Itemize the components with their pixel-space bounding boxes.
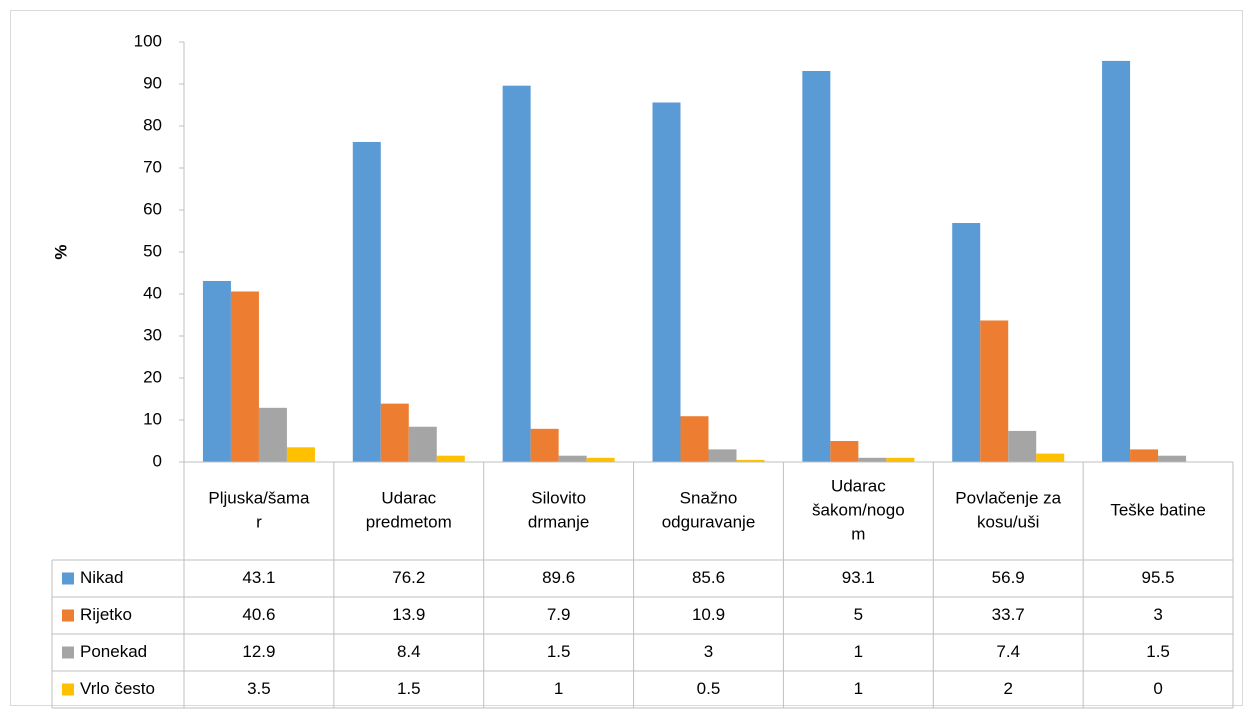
legend-label: Rijetko bbox=[80, 605, 132, 624]
table-cell-value: 40.6 bbox=[242, 605, 275, 624]
table-cell-value: 0 bbox=[1153, 679, 1162, 698]
bar-ponekad-4 bbox=[858, 457, 887, 462]
legend-swatch-vrlo-često bbox=[62, 683, 74, 696]
bar-ponekad-0 bbox=[258, 407, 287, 462]
y-tick-label: 40 bbox=[143, 283, 162, 302]
table-cell-value: 93.1 bbox=[842, 568, 875, 587]
table-cell-value: 3 bbox=[704, 642, 713, 661]
category-label: drmanje bbox=[528, 512, 589, 531]
bar-ponekad-3 bbox=[708, 449, 737, 462]
y-tick-label: 60 bbox=[143, 199, 162, 218]
category-label: m bbox=[851, 524, 865, 543]
table-cell-value: 33.7 bbox=[992, 605, 1025, 624]
bar-rijetko-4 bbox=[830, 441, 859, 462]
bar-nikad-3 bbox=[652, 102, 681, 462]
table-cell-value: 76.2 bbox=[392, 568, 425, 587]
bar-ponekad-1 bbox=[408, 426, 437, 462]
bar-ponekad-2 bbox=[558, 455, 587, 462]
legend-swatch-rijetko bbox=[62, 609, 74, 622]
category-label: Teške batine bbox=[1110, 500, 1205, 519]
bar-vrlo-često-4 bbox=[886, 457, 915, 462]
legend-label: Nikad bbox=[80, 568, 123, 587]
legend-label: Vrlo često bbox=[80, 679, 155, 698]
bar-vrlo-često-5 bbox=[1036, 453, 1065, 462]
bar-nikad-1 bbox=[352, 141, 381, 462]
category-label: odguravanje bbox=[662, 512, 756, 531]
bar-rijetko-3 bbox=[680, 416, 709, 462]
bar-rijetko-6 bbox=[1130, 449, 1159, 462]
bar-nikad-0 bbox=[202, 280, 231, 462]
category-label: r bbox=[256, 512, 262, 531]
legend-swatch-nikad bbox=[62, 572, 74, 585]
y-axis-label: % bbox=[51, 244, 70, 259]
table-cell-value: 1.5 bbox=[397, 679, 421, 698]
bar-ponekad-5 bbox=[1008, 430, 1037, 462]
table-cell-value: 1 bbox=[854, 642, 863, 661]
table-cell-value: 3.5 bbox=[247, 679, 271, 698]
table-cell-value: 43.1 bbox=[242, 568, 275, 587]
bar-vrlo-često-3 bbox=[736, 459, 765, 462]
table-cell-value: 1.5 bbox=[547, 642, 571, 661]
table-cell-value: 95.5 bbox=[1142, 568, 1175, 587]
y-tick-label: 20 bbox=[143, 367, 162, 386]
y-tick-label: 70 bbox=[143, 157, 162, 176]
bar-nikad-5 bbox=[952, 223, 981, 462]
category-label: Udarac bbox=[831, 476, 886, 495]
table-cell-value: 12.9 bbox=[242, 642, 275, 661]
bar-vrlo-često-1 bbox=[436, 455, 465, 462]
bar-rijetko-1 bbox=[380, 403, 409, 462]
y-tick-label: 100 bbox=[134, 31, 162, 50]
table-cell-value: 85.6 bbox=[692, 568, 725, 587]
table-cell-value: 10.9 bbox=[692, 605, 725, 624]
table-cell-value: 13.9 bbox=[392, 605, 425, 624]
y-tick-label: 30 bbox=[143, 325, 162, 344]
bar-vrlo-često-0 bbox=[286, 447, 315, 462]
category-label: Povlačenje za bbox=[955, 488, 1061, 507]
table-cell-value: 8.4 bbox=[397, 642, 421, 661]
table-cell-value: 2 bbox=[1003, 679, 1012, 698]
legend-label: Ponekad bbox=[80, 642, 147, 661]
legend-swatch-ponekad bbox=[62, 646, 74, 659]
category-label: Udarac bbox=[381, 488, 436, 507]
y-tick-label: 0 bbox=[153, 451, 162, 470]
table-cell-value: 7.4 bbox=[996, 642, 1020, 661]
bar-nikad-6 bbox=[1102, 60, 1131, 463]
table-cell-value: 7.9 bbox=[547, 605, 571, 624]
bar-rijetko-0 bbox=[230, 291, 259, 462]
table-cell-value: 56.9 bbox=[992, 568, 1025, 587]
category-label: šakom/nogo bbox=[812, 500, 905, 519]
y-tick-label: 50 bbox=[143, 241, 162, 260]
table-cell-value: 1.5 bbox=[1146, 642, 1170, 661]
y-tick-label: 10 bbox=[143, 409, 162, 428]
y-tick-label: 90 bbox=[143, 73, 162, 92]
chart-frame bbox=[10, 10, 1243, 706]
category-label: kosu/uši bbox=[977, 512, 1039, 531]
table-cell-value: 5 bbox=[854, 605, 863, 624]
category-label: Snažno bbox=[680, 488, 738, 507]
bar-nikad-4 bbox=[802, 70, 831, 462]
bar-vrlo-često-2 bbox=[586, 457, 615, 462]
table-cell-value: 1 bbox=[554, 679, 563, 698]
table-cell-value: 1 bbox=[854, 679, 863, 698]
table-cell-value: 89.6 bbox=[542, 568, 575, 587]
category-label: Silovito bbox=[531, 488, 586, 507]
bar-ponekad-6 bbox=[1158, 455, 1187, 462]
table-cell-value: 3 bbox=[1153, 605, 1162, 624]
bar-rijetko-5 bbox=[980, 320, 1009, 462]
y-tick-label: 80 bbox=[143, 115, 162, 134]
table-cell-value: 0.5 bbox=[697, 679, 721, 698]
bar-nikad-2 bbox=[502, 85, 531, 463]
bar-rijetko-2 bbox=[530, 428, 559, 462]
category-label: Pljuska/šama bbox=[208, 488, 310, 507]
category-label: predmetom bbox=[366, 512, 452, 531]
